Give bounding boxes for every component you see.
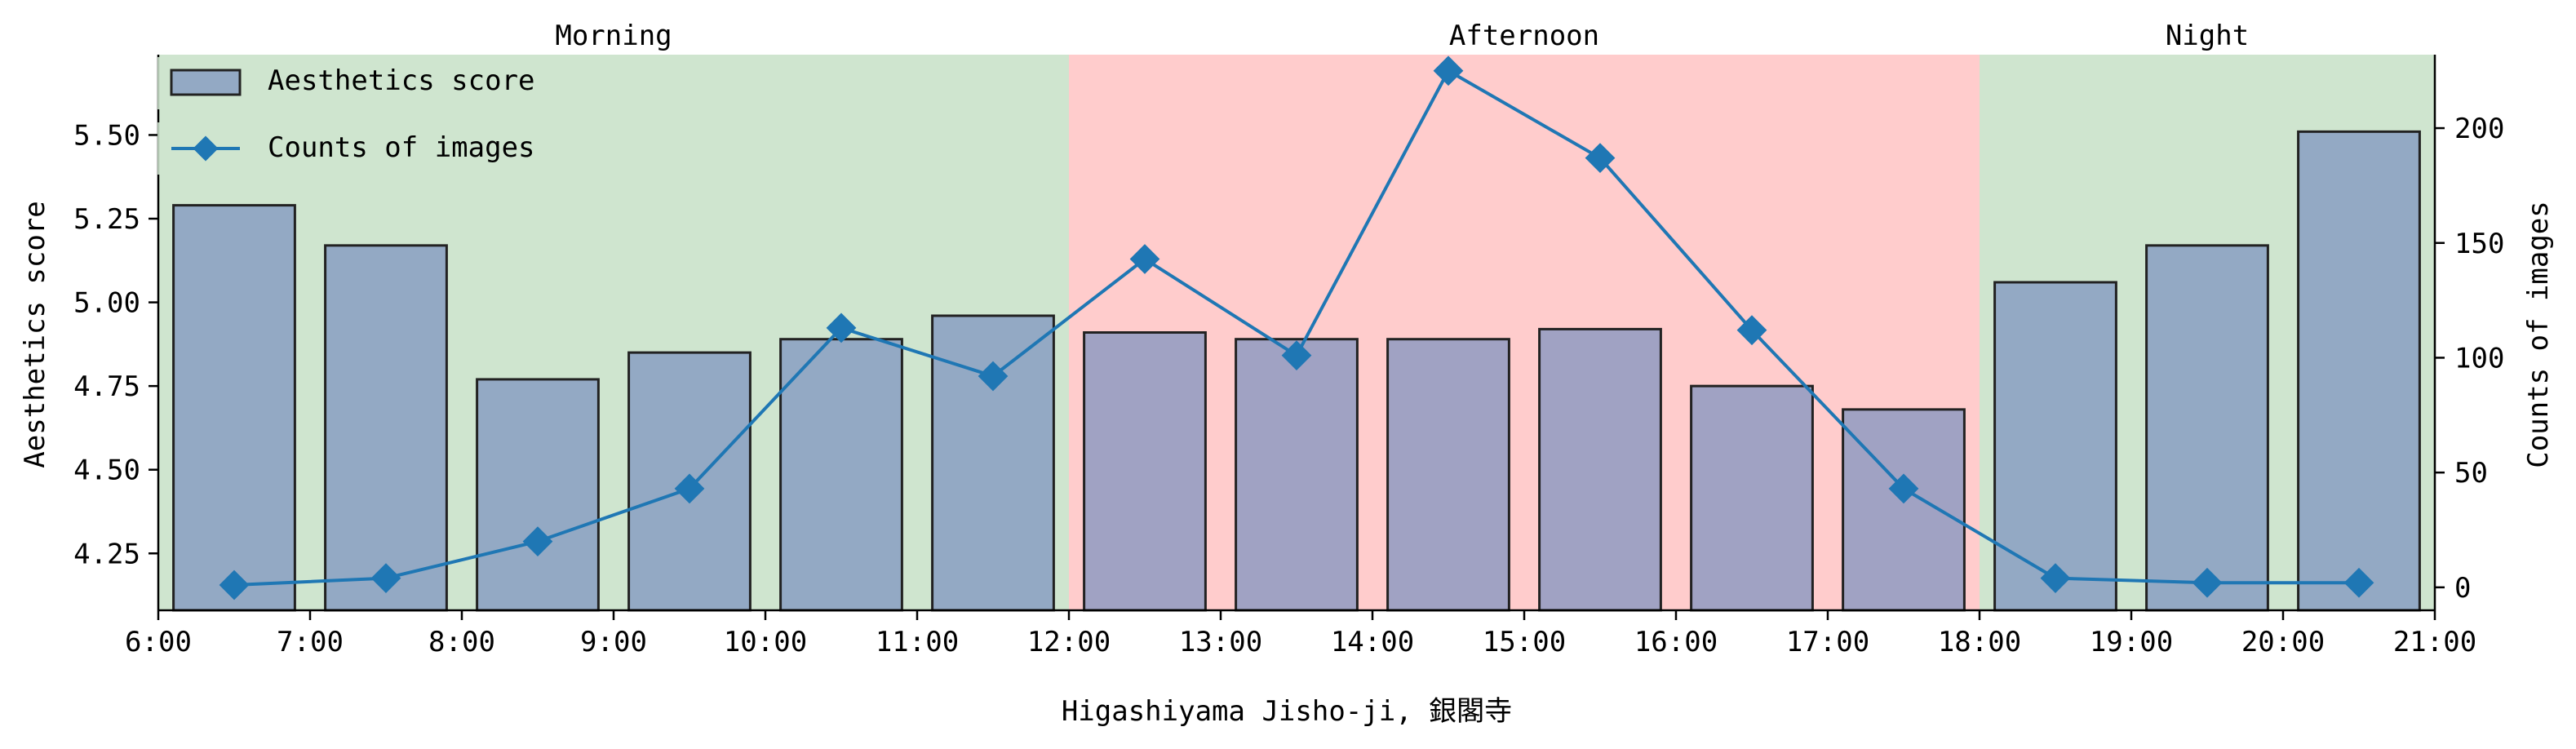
y-tick-label: 4.25 xyxy=(73,538,140,570)
bar xyxy=(1538,327,1662,612)
y-tick-label: 5.50 xyxy=(73,119,140,152)
bar xyxy=(476,378,600,612)
bar xyxy=(2297,130,2421,612)
line-point xyxy=(1888,473,1919,504)
y-ticks-left: 4.25 4.50 4.75 5.00 5.25 5.50 xyxy=(73,119,158,570)
line-point xyxy=(1433,55,1464,86)
bar xyxy=(172,204,296,612)
line-point xyxy=(978,361,1009,392)
y-axis-title: Aesthetics score xyxy=(19,201,51,468)
bar xyxy=(931,314,1055,612)
legend-label-bar: Aesthetics score xyxy=(268,64,535,97)
bar xyxy=(324,244,448,612)
line-point xyxy=(522,526,553,556)
y-tick-label: 5.25 xyxy=(73,203,140,236)
line-point xyxy=(2343,567,2374,598)
band-label-afternoon: Afternoon xyxy=(1449,20,1599,52)
x-tick-label: 19:00 xyxy=(2090,626,2173,658)
y2-axis-title: Counts of images xyxy=(2522,201,2555,468)
line-point xyxy=(2192,567,2223,598)
line-point xyxy=(219,570,250,601)
line-series xyxy=(219,55,2374,601)
line-point xyxy=(1736,315,1767,346)
y-tick-label: 4.75 xyxy=(73,370,140,403)
bar xyxy=(1235,338,1359,612)
x-tick-label: 6:00 xyxy=(125,626,192,658)
y2-tick-label: 200 xyxy=(2454,113,2504,145)
x-tick-label: 9:00 xyxy=(580,626,647,658)
x-ticks: 6:00 7:00 8:00 9:00 10:00 11:00 12:00 13:00 14:0… xyxy=(125,610,2476,658)
y2-tick-label: 50 xyxy=(2454,457,2488,490)
x-tick-label: 21:00 xyxy=(2393,626,2476,658)
x-tick-label: 14:00 xyxy=(1331,626,1414,658)
bar xyxy=(1993,281,2117,612)
x-tick-label: 8:00 xyxy=(428,626,495,658)
legend: Aesthetics score Counts of images xyxy=(157,57,552,175)
band-labels: Morning Afternoon Night xyxy=(555,20,2249,52)
line-point xyxy=(1129,244,1160,274)
x-axis-title: Higashiyama Jisho-ji, 銀閣寺 xyxy=(1062,695,1512,728)
y2-tick-label: 150 xyxy=(2454,228,2504,260)
bar xyxy=(2145,244,2269,612)
legend-marker-diamond xyxy=(193,135,219,162)
x-tick-label: 7:00 xyxy=(277,626,344,658)
x-tick-label: 18:00 xyxy=(1938,626,2021,658)
x-tick-label: 10:00 xyxy=(724,626,807,658)
x-tick-label: 16:00 xyxy=(1634,626,1718,658)
bars xyxy=(172,130,2421,612)
line-point xyxy=(826,312,857,343)
background-bands xyxy=(158,55,2435,610)
bar xyxy=(1386,338,1510,612)
band-afternoon xyxy=(1069,55,1980,610)
x-tick-label: 17:00 xyxy=(1786,626,1869,658)
band-label-morning: Morning xyxy=(555,20,672,52)
y-tick-label: 5.00 xyxy=(73,287,140,320)
band-label-night: Night xyxy=(2166,20,2249,52)
x-tick-label: 15:00 xyxy=(1483,626,1566,658)
bar xyxy=(779,338,903,612)
y2-tick-label: 100 xyxy=(2454,342,2504,374)
legend-label-line: Counts of images xyxy=(268,131,535,164)
y-ticks-right: 0 50 100 150 200 xyxy=(2435,113,2504,605)
bar xyxy=(1083,331,1207,612)
line-point xyxy=(674,473,705,504)
bar xyxy=(1690,384,1814,612)
x-tick-label: 13:00 xyxy=(1179,626,1262,658)
y-tick-label: 4.50 xyxy=(73,454,140,487)
y2-tick-label: 0 xyxy=(2454,572,2471,605)
x-tick-label: 11:00 xyxy=(876,626,959,658)
x-tick-label: 20:00 xyxy=(2241,626,2325,658)
line-point xyxy=(1585,143,1616,174)
x-tick-label: 12:00 xyxy=(1027,626,1111,658)
line-point xyxy=(370,563,401,593)
line-point xyxy=(2040,563,2071,593)
legend-swatch-bar xyxy=(170,69,242,96)
bar xyxy=(1842,408,1966,612)
line-point xyxy=(1281,340,1312,371)
